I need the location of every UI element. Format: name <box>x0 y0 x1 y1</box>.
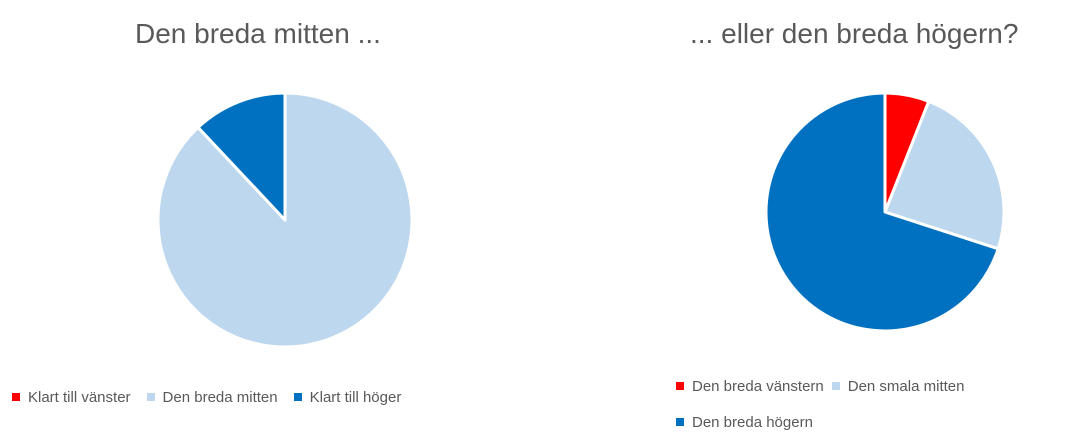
chart-legend: Klart till vänster Den breda mitten Klart … <box>12 386 572 408</box>
legend-label: Den breda mitten <box>162 388 278 406</box>
legend-swatch <box>676 418 684 426</box>
pie-slice-den-breda-mitten <box>156 91 414 349</box>
legend-swatch <box>146 393 155 401</box>
legend-label: Den smala mitten <box>847 377 965 395</box>
chart-legend: Den breda vänstern Den smala mitten Den br… <box>676 375 1088 447</box>
legend-swatch <box>831 382 840 390</box>
legend-item-den-breda-mitten: Den breda mitten <box>146 386 278 408</box>
chart-title: ... eller den breda högern? <box>690 18 1019 49</box>
legend-item-den-breda-vanstern: Den breda vänstern <box>676 375 824 397</box>
legend-label: Klart till höger <box>309 388 402 406</box>
pie-slice-klart-till-hoger <box>196 91 287 222</box>
legend-label: Den breda vänstern <box>692 377 824 395</box>
legend-item-klart-till-vanster: Klart till vänster <box>12 386 131 408</box>
chart-title: Den breda mitten ... <box>135 18 381 49</box>
pie-plot-area <box>156 91 414 349</box>
legend-item-klart-till-hoger: Klart till höger <box>293 386 402 408</box>
legend-swatch <box>12 393 20 401</box>
pie-slice-den-breda-hogern <box>764 91 1000 333</box>
legend-item-den-breda-hogern: Den breda högern <box>676 411 813 433</box>
pie-plot-area <box>764 91 1006 333</box>
legend-item-den-smala-mitten: Den smala mitten <box>831 375 965 397</box>
legend-label: Klart till vänster <box>28 388 131 406</box>
pie-chart-wide-center: Den breda mitten ... Klart till vänster D… <box>12 18 414 406</box>
legend-swatch <box>293 393 302 401</box>
legend-label: Den breda högern <box>692 413 813 431</box>
legend-swatch <box>676 382 684 390</box>
pie-slice-den-smala-mitten <box>883 99 1006 251</box>
pie-chart-wide-right: ... eller den breda högern? Den breda vä… <box>600 0 1088 441</box>
